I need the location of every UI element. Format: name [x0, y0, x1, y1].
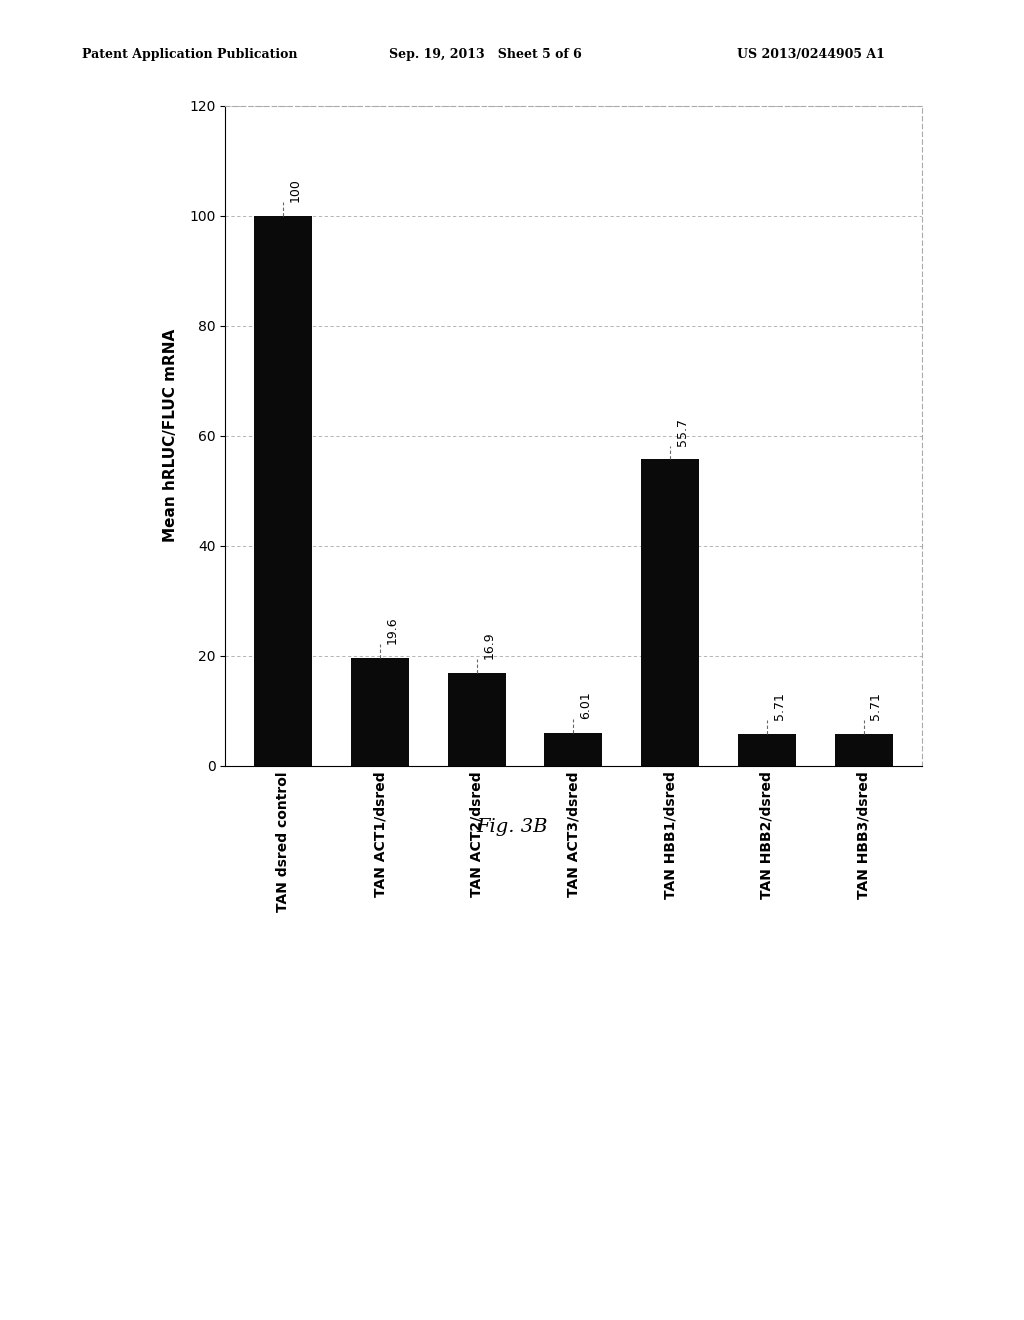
Bar — [254, 215, 312, 766]
Text: 55.7: 55.7 — [676, 417, 689, 446]
Bar — [351, 657, 409, 766]
Text: Fig. 3B: Fig. 3B — [476, 818, 548, 837]
Text: US 2013/0244905 A1: US 2013/0244905 A1 — [737, 48, 885, 61]
Text: 5.71: 5.71 — [773, 693, 785, 721]
Text: 5.71: 5.71 — [869, 693, 883, 721]
Text: 16.9: 16.9 — [482, 631, 496, 659]
Bar — [835, 734, 893, 766]
Text: Sep. 19, 2013   Sheet 5 of 6: Sep. 19, 2013 Sheet 5 of 6 — [389, 48, 582, 61]
Bar — [447, 673, 506, 766]
Text: 100: 100 — [289, 178, 302, 202]
Bar — [738, 734, 796, 766]
Text: Patent Application Publication: Patent Application Publication — [82, 48, 297, 61]
Bar — [641, 459, 699, 766]
Y-axis label: Mean hRLUC/FLUC mRNA: Mean hRLUC/FLUC mRNA — [163, 329, 178, 543]
Text: 19.6: 19.6 — [386, 616, 398, 644]
Text: 6.01: 6.01 — [580, 692, 592, 719]
Bar — [545, 733, 602, 766]
